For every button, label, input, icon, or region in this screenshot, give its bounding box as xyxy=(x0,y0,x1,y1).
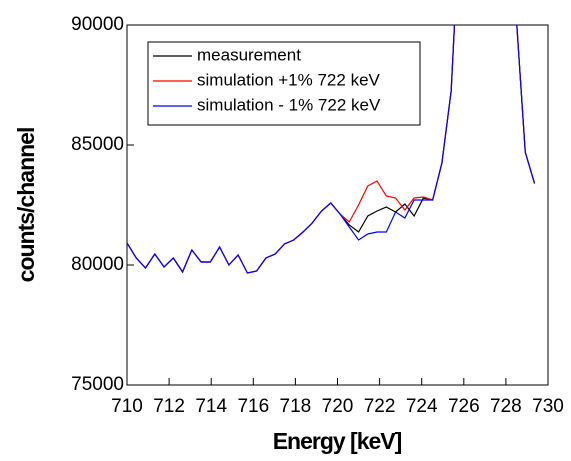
x-tick-label: 718 xyxy=(280,396,312,417)
x-tick-label: 712 xyxy=(153,396,185,417)
legend-label: simulation - 1% 722 keV xyxy=(197,95,381,114)
x-tick-label: 730 xyxy=(532,396,564,417)
x-tick-label: 716 xyxy=(237,396,269,417)
x-tick-label: 720 xyxy=(322,396,354,417)
series-line xyxy=(127,25,536,274)
x-axis-label: Energy [keV] xyxy=(273,428,402,454)
series-line xyxy=(127,25,536,274)
y-axis-label: counts/channel xyxy=(13,128,39,283)
x-tick-label: 726 xyxy=(448,396,480,417)
y-tick-label: 80000 xyxy=(71,254,124,275)
legend-label: simulation +1% 722 keV xyxy=(197,70,381,89)
legend xyxy=(147,41,421,126)
x-tick-label: 710 xyxy=(111,396,143,417)
x-tick-label: 714 xyxy=(195,396,227,417)
y-tick-label: 90000 xyxy=(71,14,124,35)
x-tick-label: 722 xyxy=(364,396,396,417)
series-line xyxy=(127,25,536,274)
y-tick-label: 85000 xyxy=(71,134,124,155)
x-tick-label: 724 xyxy=(406,396,438,417)
y-tick-label: 75000 xyxy=(71,374,124,395)
x-tick-label: 728 xyxy=(490,396,522,417)
legend-label: measurement xyxy=(197,45,301,64)
